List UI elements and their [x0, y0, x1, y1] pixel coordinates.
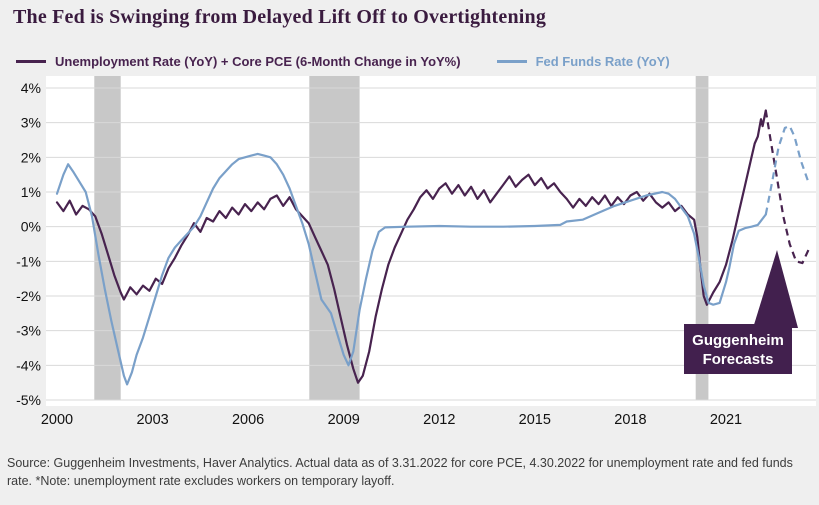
source-note: Source: Guggenheim Investments, Haver An…	[7, 456, 793, 489]
legend-label-unemployment-pce: Unemployment Rate (YoY) + Core PCE (6-Mo…	[55, 54, 461, 69]
legend: Unemployment Rate (YoY) + Core PCE (6-Mo…	[16, 54, 670, 69]
y-tick-label: 2%	[21, 149, 41, 165]
recession-band	[94, 76, 121, 400]
y-tick-label: -1%	[16, 253, 41, 269]
blue-line-swatch	[496, 60, 527, 63]
legend-item-unemployment-pce: Unemployment Rate (YoY) + Core PCE (6-Mo…	[16, 54, 461, 69]
x-tick-label: 2018	[614, 412, 646, 428]
legend-label-fed-funds: Fed Funds Rate (YoY)	[535, 54, 670, 69]
x-tick-label: 2021	[710, 412, 742, 428]
purple-line-swatch	[16, 60, 46, 63]
y-tick-label: 4%	[21, 80, 41, 96]
x-tick-label: 2009	[328, 412, 360, 428]
x-tick-label: 2006	[232, 412, 264, 428]
y-tick-label: 3%	[21, 115, 41, 131]
y-tick-label: -4%	[16, 357, 41, 373]
forecast-callout-box	[684, 324, 792, 374]
y-tick-label: -5%	[16, 392, 41, 408]
y-tick-label: -2%	[16, 288, 41, 304]
page-title: The Fed is Swinging from Delayed Lift Of…	[13, 6, 547, 28]
series-forecast-line-1	[764, 125, 810, 215]
y-tick-label: 1%	[21, 184, 41, 200]
y-tick-label: -3%	[16, 323, 41, 339]
recession-band	[309, 76, 360, 400]
line-chart: 4% 3% 2% 1% 0% -1% -2% -3% -4% -5%2000 2003 2006 200…	[16, 76, 816, 428]
x-tick-label: 2003	[136, 412, 168, 428]
series-forecast-line-0	[764, 110, 810, 265]
forecast-callout-line2: Forecasts	[703, 351, 774, 368]
x-tick-label: 2012	[423, 412, 455, 428]
x-tick-label: 2015	[519, 412, 551, 428]
legend-item-fed-funds: Fed Funds Rate (YoY)	[496, 54, 670, 69]
forecast-callout-pointer	[753, 250, 798, 328]
forecast-callout-line1: Guggenheim	[692, 332, 784, 349]
series-line-0	[55, 109, 767, 384]
series-line-1	[55, 152, 767, 386]
x-tick-label: 2000	[41, 412, 73, 428]
y-tick-label: 0%	[21, 219, 41, 235]
